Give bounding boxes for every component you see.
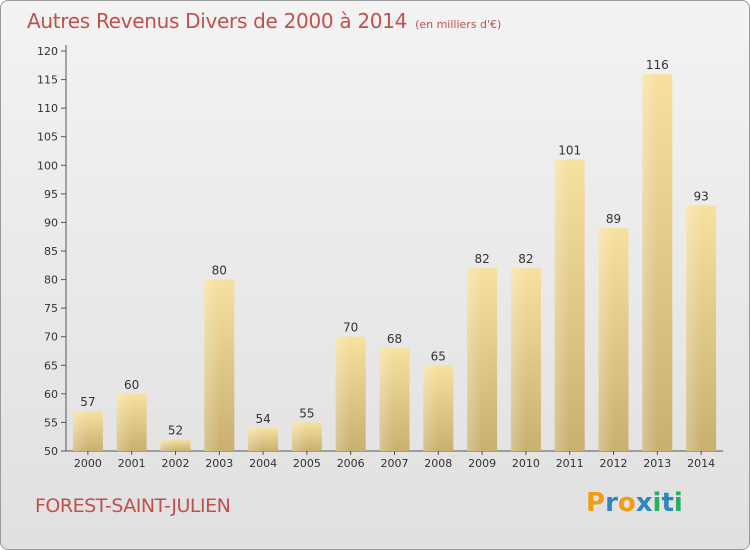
x-tick-label: 2014 [687,457,715,470]
bar-highlight [510,268,526,451]
bar-highlight [335,336,351,451]
data-label: 68 [387,332,402,346]
x-tick-label: 2013 [643,457,671,470]
title-unit: (en milliers d'€) [415,18,502,31]
x-tick-label: 2010 [512,457,540,470]
logo-letter: t [661,488,674,518]
x-tick-label: 2009 [468,457,496,470]
x-tick-label: 2003 [205,457,233,470]
y-tick-label: 85 [44,245,58,258]
x-tick-label: 2011 [556,457,584,470]
logo-letter: i [673,488,683,518]
bar-highlight [598,228,614,451]
bar-highlight [116,393,132,451]
y-tick-label: 100 [37,159,58,172]
data-label: 82 [474,252,489,266]
y-tick-label: 110 [37,102,58,115]
bar-highlight [642,73,658,451]
x-tick-label: 2000 [74,457,102,470]
data-label: 65 [431,349,446,363]
x-tick-label: 2001 [118,457,146,470]
data-label: 55 [299,406,314,420]
chart-title: Autres Revenus Divers de 2000 à 2014 (en … [27,9,501,33]
bar-highlight [423,365,439,451]
data-label: 89 [606,212,621,226]
y-tick-label: 120 [37,45,58,58]
y-tick-label: 50 [44,445,58,458]
x-tick-label: 2008 [424,457,452,470]
x-tick-label: 2004 [249,457,277,470]
bar-highlight [160,439,176,451]
y-tick-label: 75 [44,302,58,315]
data-label: 116 [646,58,669,72]
y-tick-label: 60 [44,388,58,401]
bar-highlight [204,279,220,451]
x-tick-label: 2006 [337,457,365,470]
logo-letter: i [652,488,662,518]
data-labels: 57 60 52 80 54 55 70 68 65 82 82 101 89 116 93 [80,58,708,438]
data-label: 57 [80,395,95,409]
x-tick-label: 2005 [293,457,321,470]
data-label: 101 [558,144,581,158]
y-tick-label: 55 [44,416,58,429]
bar-highlight [686,205,702,451]
y-tick-label: 90 [44,216,58,229]
x-tick-label: 2007 [381,457,409,470]
x-tick-label: 2012 [600,457,628,470]
bar-highlight [467,268,483,451]
bar-highlight [291,422,307,451]
logo-letter: x [635,488,653,518]
bar-highlight [379,348,395,451]
bar-highlight [248,428,264,451]
y-tick-label: 70 [44,331,58,344]
title-text: Autres Revenus Divers de 2000 à 2014 [27,9,408,33]
logo-letter: r [605,488,618,518]
y-tick-label: 95 [44,188,58,201]
commune-name: FOREST-SAINT-JULIEN [35,495,231,517]
data-label: 82 [518,252,533,266]
bar-highlight [72,411,88,451]
axes: 50 55 60 65 70 75 80 85 90 95 100 105 110 115 120 2000 2… [37,45,723,470]
proxiti-logo: Proxiti [586,488,683,518]
bars [72,73,717,452]
y-tick-label: 105 [37,131,58,144]
y-tick-label: 80 [44,274,58,287]
data-label: 93 [693,189,708,203]
bar-highlight [554,159,570,452]
logo-letter: o [617,488,636,518]
data-label: 52 [168,424,183,438]
logo-letter: P [586,488,606,518]
data-label: 70 [343,321,358,335]
data-label: 54 [255,412,270,426]
data-label: 60 [124,378,139,392]
x-tick-label: 2002 [162,457,190,470]
data-label: 80 [212,264,227,278]
y-tick-label: 65 [44,359,58,372]
y-tick-label: 115 [37,74,58,87]
